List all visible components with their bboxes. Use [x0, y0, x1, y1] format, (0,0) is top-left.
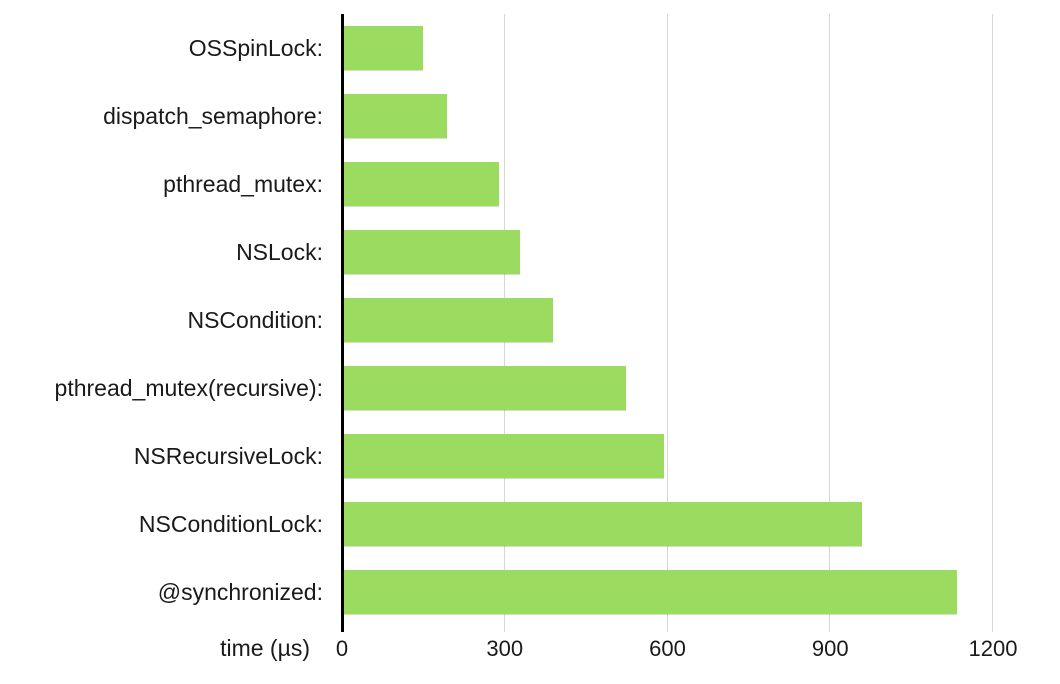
bar-rows: OSSpinLock: dispatch_semaphore: pthread_mu… [0, 14, 1060, 626]
chart-row: NSConditionLock: [0, 490, 1060, 558]
category-label: dispatch_semaphore: [103, 102, 323, 129]
category-label: @synchronized: [157, 578, 323, 605]
x-tick-label: 1200 [968, 636, 1018, 661]
value-bar [344, 366, 627, 410]
value-bar [344, 570, 957, 614]
chart-row: NSLock: [0, 218, 1060, 286]
chart-row: dispatch_semaphore: [0, 82, 1060, 150]
bar-track [344, 230, 1060, 274]
value-bar [344, 298, 553, 342]
category-label: NSCondition: [187, 306, 323, 333]
chart-row: NSCondition: [0, 286, 1060, 354]
gridline-1200 [992, 14, 993, 632]
chart-row: @synchronized: [0, 558, 1060, 626]
x-axis-title: time (µs) [220, 635, 310, 661]
chart-row: pthread_mutex(recursive): [0, 354, 1060, 422]
chart-row: OSSpinLock: [0, 14, 1060, 82]
value-bar [344, 162, 499, 206]
bar-track [344, 94, 1060, 138]
value-bar [344, 26, 423, 70]
bar-track [344, 502, 1060, 546]
category-label: NSConditionLock: [138, 510, 323, 537]
bar-track [344, 366, 1060, 410]
bar-track [344, 570, 1060, 614]
value-bar [344, 502, 863, 546]
gridline-900 [829, 14, 831, 632]
value-bar [344, 230, 521, 274]
category-label: NSRecursiveLock: [133, 442, 323, 469]
category-label: OSSpinLock: [188, 34, 323, 61]
x-tick-label: 900 [811, 636, 849, 661]
value-bar [344, 94, 448, 138]
bar-track [344, 434, 1060, 478]
x-tick-label: 0 [335, 636, 349, 661]
bar-track [344, 298, 1060, 342]
x-tick-label: 600 [649, 636, 686, 661]
category-label: pthread_mutex: [163, 170, 323, 197]
gridline-600 [666, 14, 668, 632]
category-label: NSLock: [236, 238, 323, 265]
bar-track [344, 26, 1060, 70]
chart-row: pthread_mutex: [0, 150, 1060, 218]
x-tick-label: 300 [486, 636, 524, 661]
bar-track [344, 162, 1060, 206]
chart-row: NSRecursiveLock: [0, 422, 1060, 490]
value-bar [344, 434, 665, 478]
category-label: pthread_mutex(recursive): [54, 374, 323, 401]
